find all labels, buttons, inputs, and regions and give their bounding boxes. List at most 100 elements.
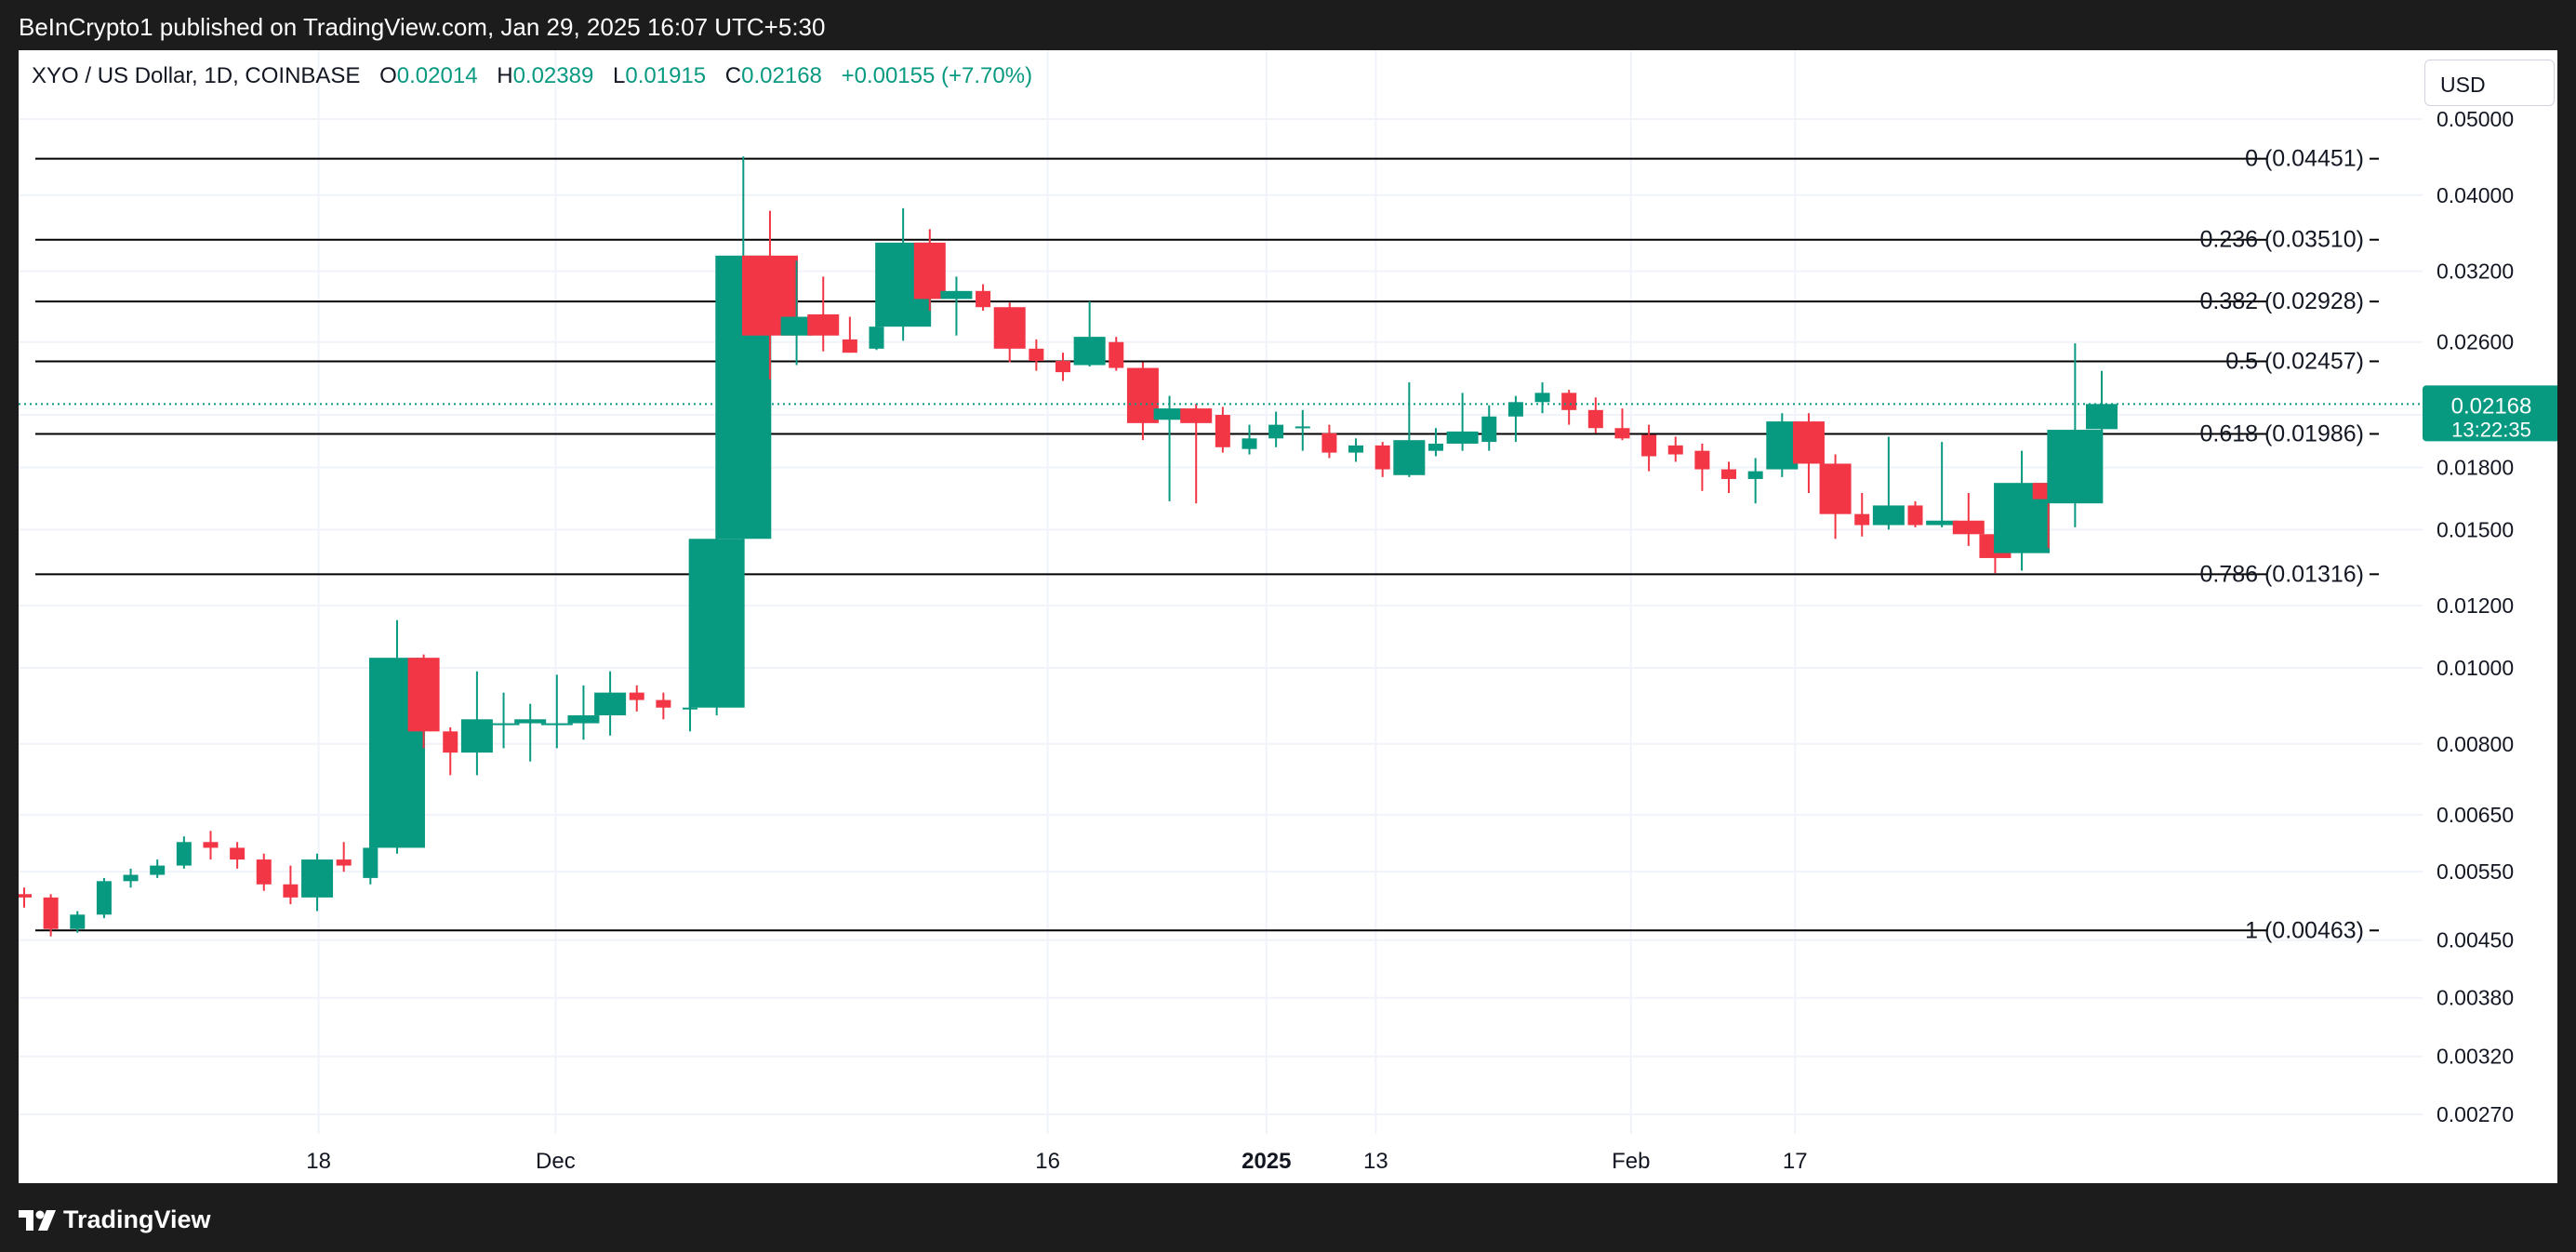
candle-body <box>336 859 352 866</box>
candle-up[interactable] <box>150 859 166 878</box>
candle-down[interactable] <box>1109 337 1124 371</box>
candle-body <box>567 715 600 724</box>
candle-up[interactable] <box>715 156 772 571</box>
candle-up[interactable] <box>514 703 547 762</box>
candle-down[interactable] <box>43 894 59 937</box>
candle-up[interactable] <box>780 260 813 366</box>
current-price-badge-bg <box>2423 385 2557 442</box>
open-value: 0.02014 <box>396 63 478 88</box>
candle-up[interactable] <box>1872 436 1905 530</box>
candle-down[interactable] <box>203 831 219 860</box>
fib-label-0.618: 0.618 (0.01986) <box>2199 420 2364 446</box>
candle-down[interactable] <box>1819 454 1852 539</box>
candle-up[interactable] <box>70 911 86 933</box>
candle-down[interactable] <box>1215 406 1230 453</box>
low-value: 0.01915 <box>625 63 707 88</box>
candle-up[interactable] <box>540 674 573 749</box>
candle-up[interactable] <box>1242 424 1257 455</box>
candle-up[interactable] <box>567 685 600 740</box>
candle-up[interactable] <box>1766 413 1799 477</box>
price-tick-label: 0.01000 <box>2437 656 2514 680</box>
candle-down[interactable] <box>1587 397 1603 433</box>
candle-up[interactable] <box>487 692 520 749</box>
candle-down[interactable] <box>1126 362 1159 441</box>
candle-down[interactable] <box>1561 390 1577 425</box>
candle-down[interactable] <box>1374 442 1390 477</box>
candle-up[interactable] <box>940 276 973 336</box>
candle-down[interactable] <box>1721 461 1737 494</box>
candle-up[interactable] <box>301 853 334 912</box>
candle-up[interactable] <box>1446 393 1479 451</box>
candle-down[interactable] <box>1694 443 1710 491</box>
high-key: H <box>497 63 513 88</box>
candle-body <box>283 884 299 898</box>
candle-down[interactable] <box>1056 353 1070 381</box>
candle-down[interactable] <box>629 685 644 712</box>
candle-down[interactable] <box>976 284 991 312</box>
candle-body <box>842 339 857 353</box>
candle-down[interactable] <box>1854 493 1870 537</box>
candle-down[interactable] <box>1907 500 1923 527</box>
price-tick-label: 0.00270 <box>2437 1102 2514 1126</box>
candle-down[interactable] <box>842 316 857 353</box>
candle-up[interactable] <box>1481 405 1497 451</box>
candle-up[interactable] <box>1393 382 1426 477</box>
candle-up[interactable] <box>2047 343 2104 527</box>
candle-down[interactable] <box>283 865 299 905</box>
candle-body <box>2047 430 2104 504</box>
candle-up[interactable] <box>176 836 192 869</box>
candle-up[interactable] <box>460 671 493 776</box>
price-chart[interactable]: 0 (0.04451) 0.236 (0.03510) 0.382 (0.02928… <box>19 50 2557 1183</box>
candle-up[interactable] <box>363 842 378 885</box>
candle-down[interactable] <box>1952 493 1985 546</box>
candle-body <box>150 865 166 875</box>
candle-down[interactable] <box>19 887 32 908</box>
candle-up[interactable] <box>1926 442 1959 527</box>
candle-up[interactable] <box>368 619 425 854</box>
candle-up[interactable] <box>1153 395 1186 501</box>
candle-down[interactable] <box>1667 436 1683 462</box>
candle-down[interactable] <box>230 842 246 869</box>
candle-down[interactable] <box>1614 408 1630 441</box>
candle-up[interactable] <box>1348 438 1364 462</box>
time-tick-label: 17 <box>1783 1149 1808 1174</box>
candle-up[interactable] <box>96 877 112 919</box>
time-tick-label: 16 <box>1035 1149 1060 1174</box>
candle-body <box>363 847 378 878</box>
fib-label-0.786: 0.786 (0.01316) <box>2199 561 2364 587</box>
candle-down[interactable] <box>1792 413 1825 494</box>
price-tick-label: 0.03200 <box>2437 260 2514 284</box>
candle-down[interactable] <box>407 654 440 749</box>
candle-down[interactable] <box>913 229 946 312</box>
candle-up[interactable] <box>1994 450 2051 571</box>
candle-body <box>1374 445 1390 470</box>
candle-up[interactable] <box>594 671 627 736</box>
candle-down[interactable] <box>443 726 458 776</box>
tradingview-logo[interactable]: TradingView <box>19 1205 211 1234</box>
candle-up[interactable] <box>1507 395 1523 443</box>
candle-up[interactable] <box>1073 300 1106 367</box>
ohlc-legend: XYO / US Dollar, 1D, COINBASE O0.02014 H… <box>32 63 1032 89</box>
candle-up[interactable] <box>1295 409 1310 451</box>
candle-up[interactable] <box>1427 428 1443 457</box>
candle-down[interactable] <box>993 302 1026 363</box>
candle-down[interactable] <box>807 276 840 352</box>
candle-body <box>1507 402 1523 417</box>
candle-down[interactable] <box>1641 424 1657 472</box>
candle-down[interactable] <box>1180 403 1213 504</box>
chart-panel[interactable]: 0 (0.04451) 0.236 (0.03510) 0.382 (0.02928… <box>19 50 2557 1183</box>
candle-down[interactable] <box>1029 339 1044 371</box>
candle-down[interactable] <box>336 842 352 872</box>
candle-down[interactable] <box>256 853 272 891</box>
candle-down[interactable] <box>1321 424 1337 459</box>
publisher-line: BeInCrypto1 published on TradingView.com… <box>19 13 826 41</box>
candle-up[interactable] <box>123 868 139 888</box>
candle-body <box>256 859 272 885</box>
candle-down[interactable] <box>656 692 671 720</box>
candle-up[interactable] <box>1268 411 1284 447</box>
candle-up[interactable] <box>2086 370 2118 446</box>
candle-up[interactable] <box>1747 458 1763 504</box>
candle-up[interactable] <box>1534 382 1550 414</box>
candle-body <box>230 847 246 860</box>
currency-button[interactable]: USD <box>2424 60 2555 106</box>
